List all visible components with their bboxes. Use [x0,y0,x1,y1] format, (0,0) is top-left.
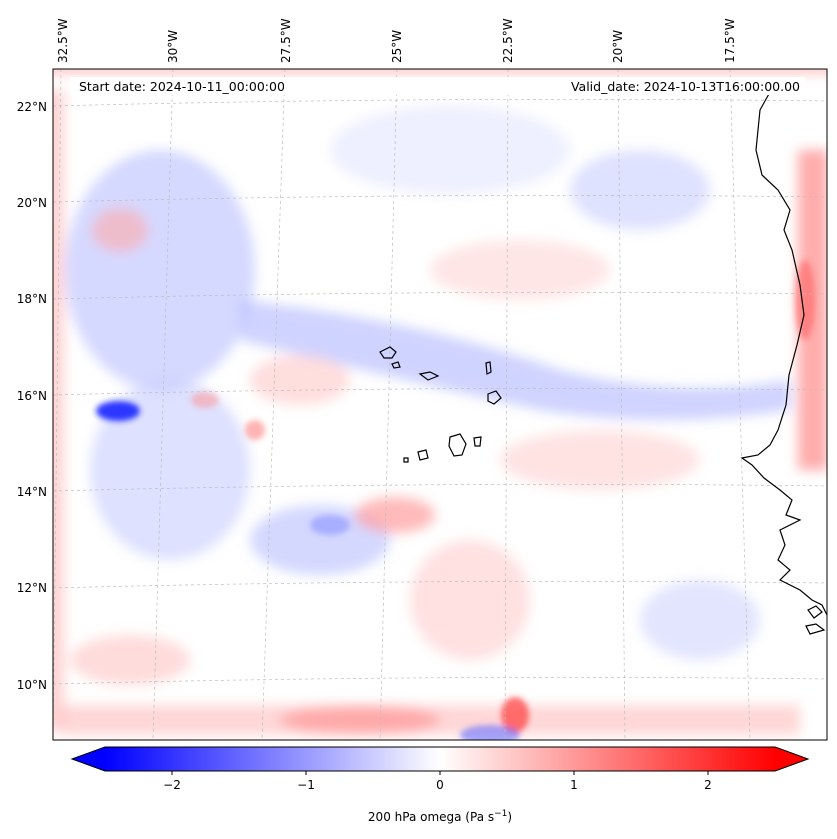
lat-label-20n: 20°N [17,196,47,210]
island-santo-antao [379,346,397,359]
strong-positive-core [501,697,529,733]
left-edge-band [53,90,64,730]
colorbar-min-extension [72,747,105,771]
island-bijagos-1 [807,605,823,619]
south-negative-patch [250,505,390,575]
lat-label-18n: 18°N [17,292,47,306]
lat-label-10n: 10°N [17,678,47,692]
colorbar-tick-label: −1 [297,778,315,792]
small-positive-cell [245,420,265,440]
small-negative-cell [310,515,350,535]
header-backdrop [70,77,805,95]
valid-date-label: Valid_date: 2024-10-13T16:00:00.00 [571,79,800,94]
island-fogo [417,449,429,461]
south-central-positive [410,540,530,660]
longitude-labels: 32.5°W 30°W 27.5°W 25°W 22.5°W 20°W 17.5… [56,18,737,63]
map-frame [52,68,828,741]
omega-field [53,69,827,740]
parallel-18n [53,291,827,300]
lat-label-16n: 16°N [17,389,47,403]
lon-label-17-5w: 17.5°W [723,18,737,63]
africa-coastline [740,91,827,616]
lon-label-32-5w: 32.5°W [56,18,70,63]
meridian-30w [152,69,174,740]
gridlines [53,69,827,740]
small-positive-cell-2 [191,392,219,408]
southwest-positive [70,635,190,685]
east-edge-positive-core [795,260,815,340]
island-brava [403,457,409,463]
colorbar-max-extension [775,747,808,771]
west-negative-region [65,150,255,390]
island-maio [473,436,482,447]
meridian-17-5w [729,69,751,740]
east-positive-band [500,430,700,490]
colorbar-tick-label: 0 [436,778,444,792]
meridian-25w [379,69,398,740]
start-date-label: Start date: 2024-10-11_00:00:00 [79,79,285,94]
parallel-14n [53,483,827,492]
parallel-20n [53,194,827,203]
west-positive-patch [250,355,350,405]
island-boa-vista [487,390,502,405]
island-sao-nicolau [418,371,440,381]
south-edge-positive [280,706,440,734]
lon-label-27-5w: 27.5°W [279,18,293,63]
meridian-32-5w [53,69,62,740]
colorbar-outline [70,746,810,772]
meridian-20w [617,69,626,740]
south-negative-core [460,725,520,740]
lat-label-12n: 12°N [17,581,47,595]
coastlines [379,91,827,635]
colorbar-ticks: −2 −1 0 1 2 [163,771,712,792]
parallel-16n [53,387,827,396]
map-panel: Start date: 2024-10-11_00:00:00 Valid_da… [17,18,828,741]
latitude-labels: 22°N 20°N 18°N 16°N 14°N 12°N 10°N [17,100,47,692]
lon-label-20w: 20°W [611,30,625,63]
colorbar-tick-label: −2 [163,778,181,792]
island-sal [485,361,492,375]
parallel-22n [53,98,827,107]
parallel-12n [53,580,827,589]
parallel-10n [53,676,827,685]
island-sao-vicente [391,361,401,369]
north-weak-negative [330,105,570,195]
top-edge-band [53,69,827,74]
lon-label-25w: 25°W [390,30,404,63]
central-negative-band [240,300,790,420]
lat-label-22n: 22°N [17,100,47,114]
island-bijagos-2 [805,623,826,635]
meridian-22-5w [504,69,509,740]
central-positive-patch [355,497,435,533]
west-south-negative-region [90,380,250,560]
colorbar-gradient [105,747,775,771]
lon-label-30w: 30°W [166,30,180,63]
strong-negative-core [96,401,140,421]
meridian-27-5w [261,69,286,740]
island-santiago [448,433,467,457]
northwest-positive-patch [92,208,148,252]
colorbar-label: 200 hPa omega (Pa s−1) [368,809,512,824]
colorbar-tick-label: 1 [570,778,578,792]
colorbar: −2 −1 0 1 2 200 hPa omega (Pa s−1) [70,746,810,824]
southeast-negative-patch [640,580,760,660]
colorbar-tick-label: 2 [704,778,712,792]
northeast-negative-patch [570,150,710,230]
north-central-positive [430,240,610,300]
lon-label-22-5w: 22.5°W [501,18,515,63]
lat-label-14n: 14°N [17,485,47,499]
